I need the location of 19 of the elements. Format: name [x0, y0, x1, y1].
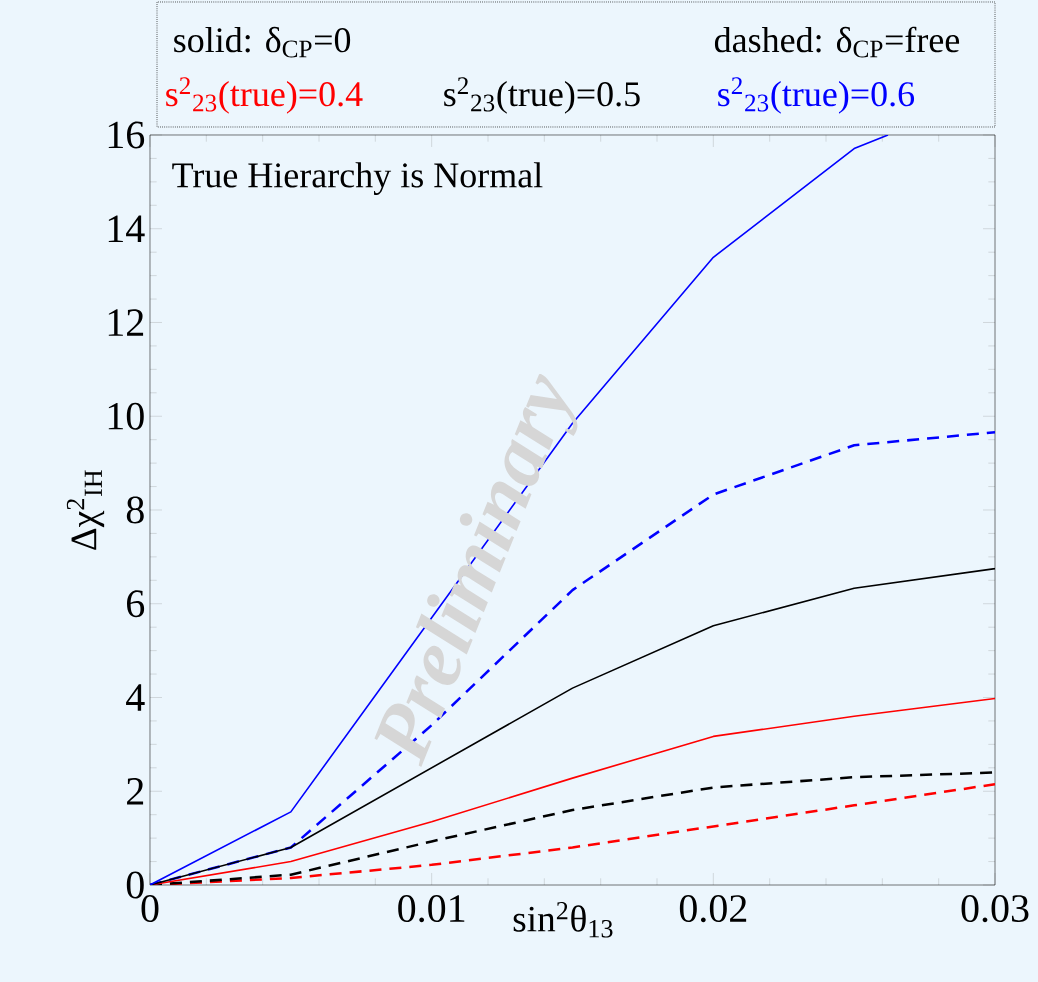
- annotation: True Hierarchy is Normal: [172, 162, 543, 195]
- y-tick-label: 2: [127, 778, 144, 805]
- y-tick-label: 10: [108, 402, 144, 430]
- y-tick-label: 16: [108, 121, 145, 149]
- y-tick-label: 14: [108, 215, 145, 242]
- y-axis-title: Δχ$^{2}$IH: [66, 470, 105, 550]
- series-label: s$^{2}$$_{23}$(true)=0.6: [718, 77, 915, 114]
- x-axis-title: sin$^{2}$θ$_{13}$: [513, 902, 613, 938]
- x-tick-label: 0.01: [398, 895, 465, 923]
- text: s$^{2}$$_{23}$(true)=0.5: [444, 77, 640, 114]
- x-tick-label: 0.02: [679, 895, 747, 923]
- text: solid: δ$_{CP}$=0: [174, 26, 351, 58]
- text: dashed: δ$_{CP}$=free: [714, 26, 960, 58]
- y-tick-label: 12: [108, 309, 144, 336]
- y-tick-label: 8: [126, 496, 144, 524]
- y-tick-label: 6: [127, 590, 145, 618]
- text: s$^{2}$$_{23}$(true)=0.4: [166, 77, 363, 114]
- y-tick-label: 4: [126, 684, 145, 711]
- x-tick-label: 0.03: [961, 895, 1029, 923]
